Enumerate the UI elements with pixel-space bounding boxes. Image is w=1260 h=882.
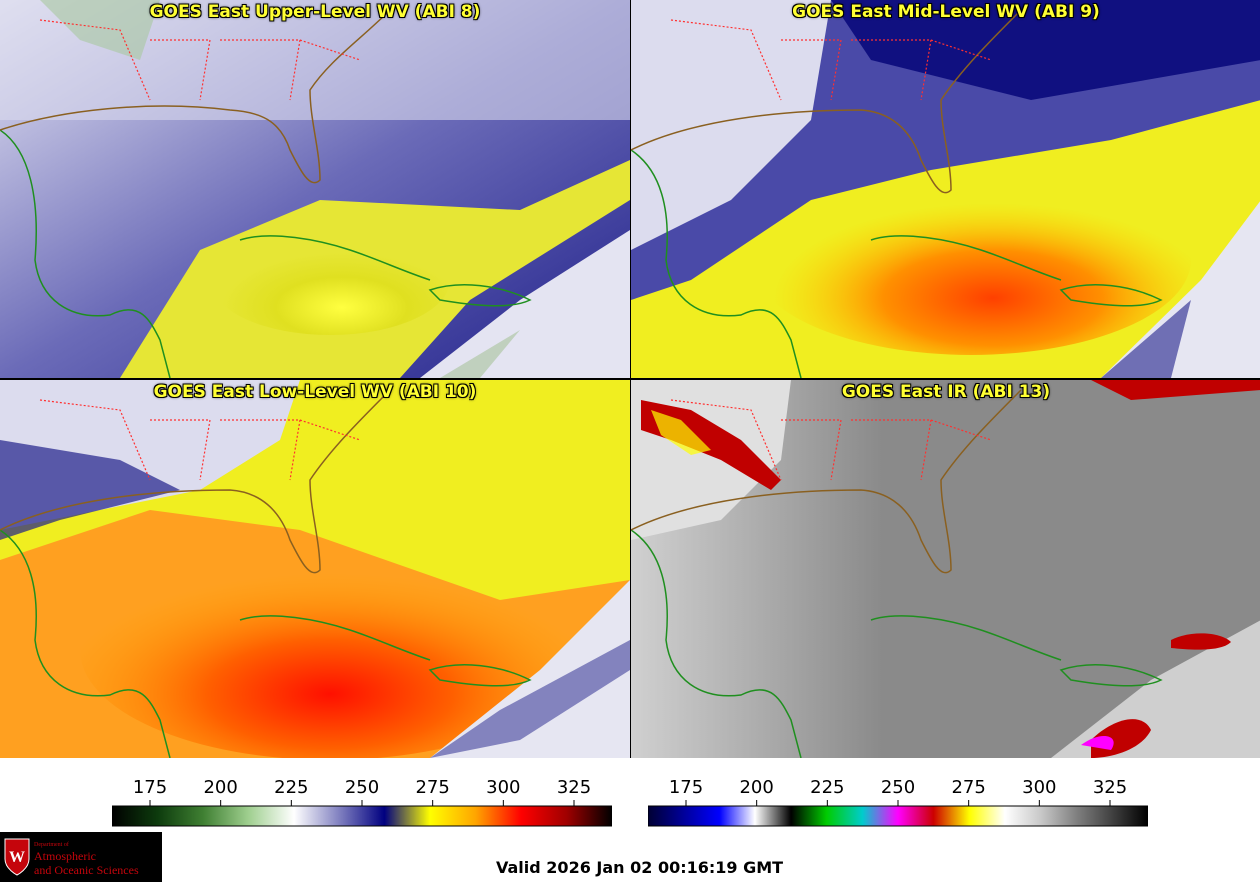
colorbar-tick-label: 250 bbox=[881, 777, 915, 798]
logo-dept-text: Department of bbox=[34, 842, 69, 848]
colorbar-tick-label: 275 bbox=[415, 777, 449, 798]
satellite-image-upper-wv bbox=[0, 0, 630, 378]
logo-line2-text: and Oceanic Sciences bbox=[34, 863, 139, 877]
panel-ir: GOES East IR (ABI 13) bbox=[631, 380, 1260, 758]
colorbar-tick-label: 300 bbox=[1022, 777, 1056, 798]
colorbar-tick-label: 175 bbox=[133, 777, 167, 798]
colorbar-ir: 175 200 225 250 275 300 325 bbox=[648, 770, 1148, 828]
colorbar-wv: 175 200 225 250 275 300 325 bbox=[112, 770, 612, 828]
colorbar-tick-label: 225 bbox=[274, 777, 308, 798]
colorbar-ticks: 175 200 225 250 275 300 325 bbox=[133, 777, 591, 806]
uw-aos-logo: W Department of Atmospheric and Oceanic … bbox=[0, 832, 162, 882]
colorbar-tick-label: 275 bbox=[951, 777, 985, 798]
logo-line1-text: Atmospheric bbox=[34, 849, 96, 863]
colorbar-tick-label: 200 bbox=[203, 777, 237, 798]
satellite-image-ir bbox=[631, 380, 1260, 758]
colorbar-tick-label: 175 bbox=[669, 777, 703, 798]
satellite-image-mid-wv bbox=[631, 0, 1260, 378]
colorbar-tick-label: 325 bbox=[557, 777, 591, 798]
panel-mid-level-wv: GOES East Mid-Level WV (ABI 9) bbox=[631, 0, 1260, 378]
colorbar-tick-label: 250 bbox=[345, 777, 379, 798]
panel-low-level-wv: GOES East Low-Level WV (ABI 10) bbox=[0, 380, 630, 758]
panel-upper-level-wv: GOES East Upper-Level WV (ABI 8) bbox=[0, 0, 630, 378]
colorbar-tick-label: 300 bbox=[486, 777, 520, 798]
panel-divider-horizontal bbox=[0, 378, 1260, 380]
colorbar-tick-label: 325 bbox=[1093, 777, 1127, 798]
satellite-image-low-wv bbox=[0, 380, 630, 758]
colorbar-ticks: 175 200 225 250 275 300 325 bbox=[669, 777, 1127, 806]
colorbar-gradient bbox=[112, 805, 612, 827]
svg-text:W: W bbox=[9, 849, 25, 866]
colorbar-gradient bbox=[648, 805, 1148, 827]
colorbar-tick-label: 225 bbox=[810, 777, 844, 798]
colorbar-tick-label: 200 bbox=[739, 777, 773, 798]
uw-crest-icon: W bbox=[4, 838, 30, 876]
valid-time: Valid 2026 Jan 02 00:16:19 GMT bbox=[496, 858, 784, 877]
